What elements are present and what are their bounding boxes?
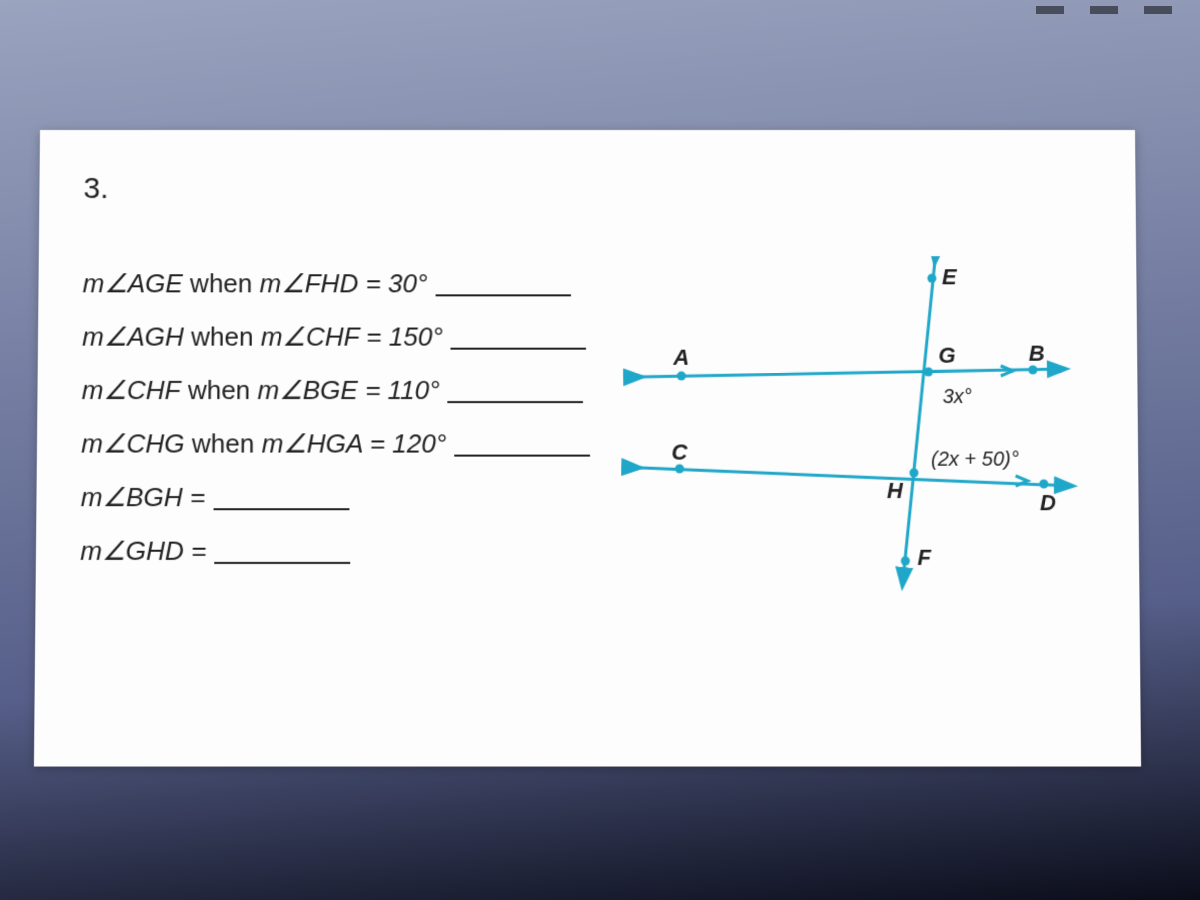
answer-blank[interactable] <box>213 508 349 510</box>
given-label: m∠BGE = 110° <box>257 375 439 406</box>
transversal-diagram: A B C D E F G H 3x° (2x + 50)° <box>601 256 1095 599</box>
problem-row: m∠AGE when m∠FHD = 30° <box>83 268 622 299</box>
problem-row: m∠CHG when m∠HGA = 120° <box>81 428 621 459</box>
point-A <box>677 371 686 380</box>
problem-row: m∠AGH when m∠CHF = 150° <box>82 321 621 352</box>
given-label: m∠CHF = 150° <box>261 321 443 352</box>
when-label: when <box>188 375 251 406</box>
label-F: F <box>917 545 931 570</box>
point-G <box>924 367 933 376</box>
answer-blank[interactable] <box>451 348 587 350</box>
answer-blank[interactable] <box>214 562 350 564</box>
label-A: A <box>672 345 689 370</box>
measure-label: m∠AGH <box>82 321 184 352</box>
measure-label: m∠BGH = <box>81 482 206 513</box>
answer-blank[interactable] <box>448 401 584 403</box>
given-label: m∠HGA = 120° <box>262 428 447 459</box>
point-H <box>909 468 918 477</box>
point-D <box>1039 479 1048 488</box>
problem-row: m∠BGH = <box>81 482 622 513</box>
problem-row: m∠CHF when m∠BGE = 110° <box>82 375 622 406</box>
when-label: when <box>192 428 255 459</box>
point-C <box>675 464 684 473</box>
line-EF <box>901 262 937 585</box>
measure-label: m∠GHD = <box>80 536 206 567</box>
worksheet-page: 3. m∠AGE when m∠FHD = 30° m∠AGH when m∠C… <box>34 130 1141 767</box>
angle-3x: 3x° <box>943 386 972 408</box>
when-label: when <box>191 321 254 352</box>
problem-list: m∠AGE when m∠FHD = 30° m∠AGH when m∠CHF … <box>80 268 621 567</box>
answer-blank[interactable] <box>435 294 570 296</box>
measure-label: m∠AGE <box>83 268 183 299</box>
window-toolbar-hint <box>1036 6 1172 14</box>
point-F <box>901 556 910 565</box>
measure-label: m∠CHG <box>81 428 185 459</box>
when-label: when <box>190 268 253 299</box>
label-G: G <box>938 343 955 368</box>
given-label: m∠FHD = 30° <box>260 268 428 299</box>
label-E: E <box>942 264 958 289</box>
problem-number: 3. <box>83 172 621 206</box>
angle-2x50: (2x + 50)° <box>931 449 1019 471</box>
diagram-column: A B C D E F G H 3x° (2x + 50)° <box>621 168 1096 746</box>
point-B <box>1028 365 1037 374</box>
content-area: 3. m∠AGE when m∠FHD = 30° m∠AGH when m∠C… <box>34 130 1141 767</box>
measure-label: m∠CHF <box>82 375 181 406</box>
problem-column: 3. m∠AGE when m∠FHD = 30° m∠AGH when m∠C… <box>79 168 622 746</box>
answer-blank[interactable] <box>454 455 590 457</box>
problem-row: m∠GHD = <box>80 536 621 567</box>
label-B: B <box>1029 341 1045 366</box>
label-C: C <box>671 439 688 464</box>
label-H: H <box>887 478 904 503</box>
point-E <box>927 274 936 283</box>
label-D: D <box>1040 490 1056 515</box>
